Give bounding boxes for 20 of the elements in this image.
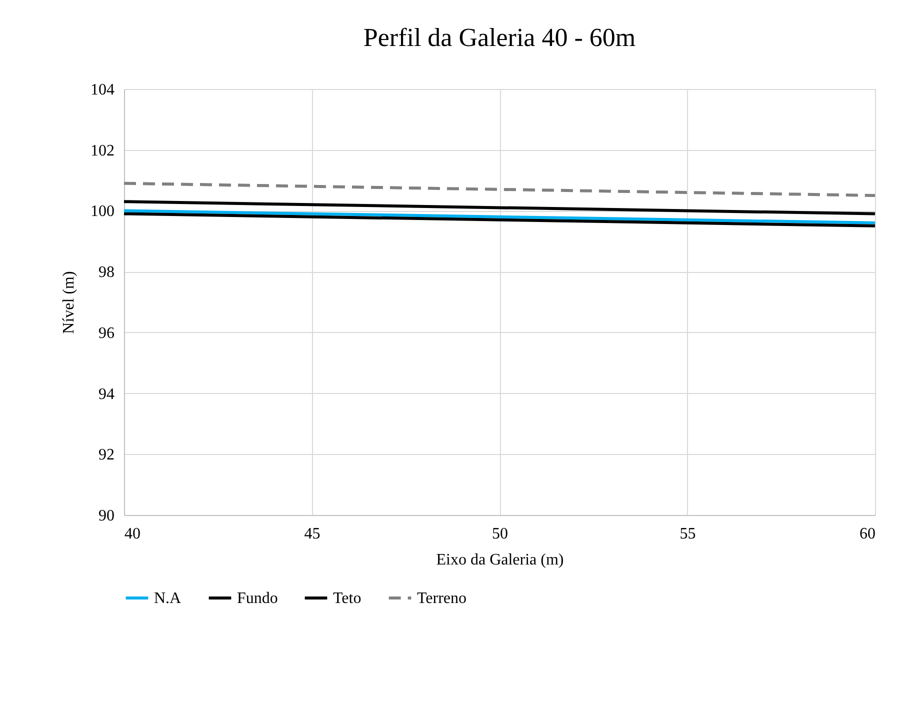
legend-label: Terreno bbox=[417, 590, 467, 607]
legend-label: Teto bbox=[333, 590, 362, 607]
y-tick-label: 100 bbox=[90, 203, 114, 220]
y-tick-label: 96 bbox=[98, 324, 114, 342]
x-tick-label: 60 bbox=[860, 526, 876, 542]
y-axis-title: Nível (m) bbox=[60, 271, 78, 334]
y-tick-label: 92 bbox=[98, 446, 114, 464]
y-tick-label: 94 bbox=[98, 386, 114, 403]
chart-title: Perfil da Galeria 40 - 60m bbox=[363, 23, 636, 52]
y-tick-label: 98 bbox=[98, 264, 114, 282]
legend-label: Fundo bbox=[237, 590, 278, 607]
y-tick-label: 90 bbox=[98, 508, 114, 524]
legend-label: N.A bbox=[154, 590, 182, 607]
x-tick-label: 45 bbox=[304, 526, 320, 542]
y-tick-label: 102 bbox=[90, 142, 114, 160]
x-tick-label: 55 bbox=[680, 526, 696, 542]
y-tick-label: 104 bbox=[90, 82, 114, 98]
x-tick-label: 50 bbox=[492, 526, 508, 542]
x-tick-label: 40 bbox=[124, 526, 140, 542]
x-axis-title: Eixo da Galeria (m) bbox=[436, 552, 564, 568]
